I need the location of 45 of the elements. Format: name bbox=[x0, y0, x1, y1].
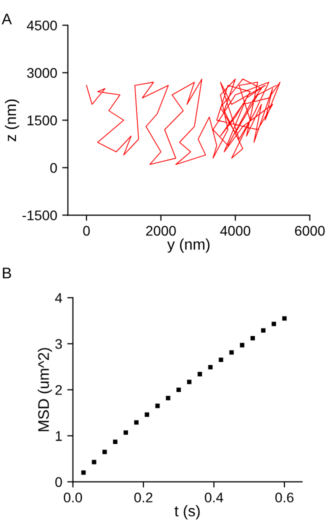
chart-title: B bbox=[2, 268, 12, 278]
x-tick-label: 2000 bbox=[146, 226, 176, 236]
y-axis-title: z (nm) bbox=[4, 99, 20, 142]
y-tick-label: 3000 bbox=[27, 68, 57, 78]
point bbox=[187, 380, 192, 384]
y-tick-label: -1500 bbox=[22, 210, 57, 220]
point bbox=[155, 404, 160, 408]
point bbox=[81, 470, 86, 475]
point bbox=[240, 342, 244, 348]
point bbox=[198, 372, 202, 376]
point bbox=[134, 420, 139, 425]
point bbox=[272, 322, 276, 326]
chart-title: A bbox=[2, 14, 12, 24]
point bbox=[92, 460, 96, 464]
point bbox=[229, 350, 234, 355]
point bbox=[208, 365, 213, 370]
y-tick-label: 1500 bbox=[28, 116, 57, 126]
point bbox=[124, 430, 128, 435]
point bbox=[176, 388, 181, 392]
point bbox=[282, 316, 287, 321]
point bbox=[261, 328, 266, 333]
x-axis-title: y (nm) bbox=[167, 238, 210, 253]
line-series bbox=[86, 78, 280, 165]
point bbox=[250, 336, 255, 340]
x-tick-label: 6000 bbox=[295, 226, 325, 236]
y-tick-label: 3 bbox=[55, 339, 62, 349]
x-tick-label: 4000 bbox=[220, 226, 250, 236]
x-tick-label: 0.4 bbox=[204, 492, 224, 502]
y-tick-label: 0 bbox=[50, 162, 57, 173]
point bbox=[144, 412, 150, 417]
x-tick-label: 0.0 bbox=[64, 492, 82, 502]
x-tick-label: 0 bbox=[83, 226, 90, 236]
x-axis-title: t (s) bbox=[174, 505, 200, 520]
x-tick-label: 0.2 bbox=[134, 492, 152, 502]
y-tick-label: 0 bbox=[55, 477, 62, 487]
point bbox=[102, 450, 107, 454]
y-tick-label: 1 bbox=[56, 431, 62, 441]
point bbox=[218, 358, 224, 362]
y-tick-label: 2 bbox=[55, 385, 62, 395]
point bbox=[113, 440, 118, 444]
y-tick-label: 4 bbox=[55, 293, 62, 303]
y-axis-title: MSD (um^2) bbox=[38, 348, 52, 432]
point bbox=[166, 396, 170, 400]
y-tick-label: 4500 bbox=[26, 20, 57, 30]
x-tick-label: 0.6 bbox=[275, 492, 294, 502]
